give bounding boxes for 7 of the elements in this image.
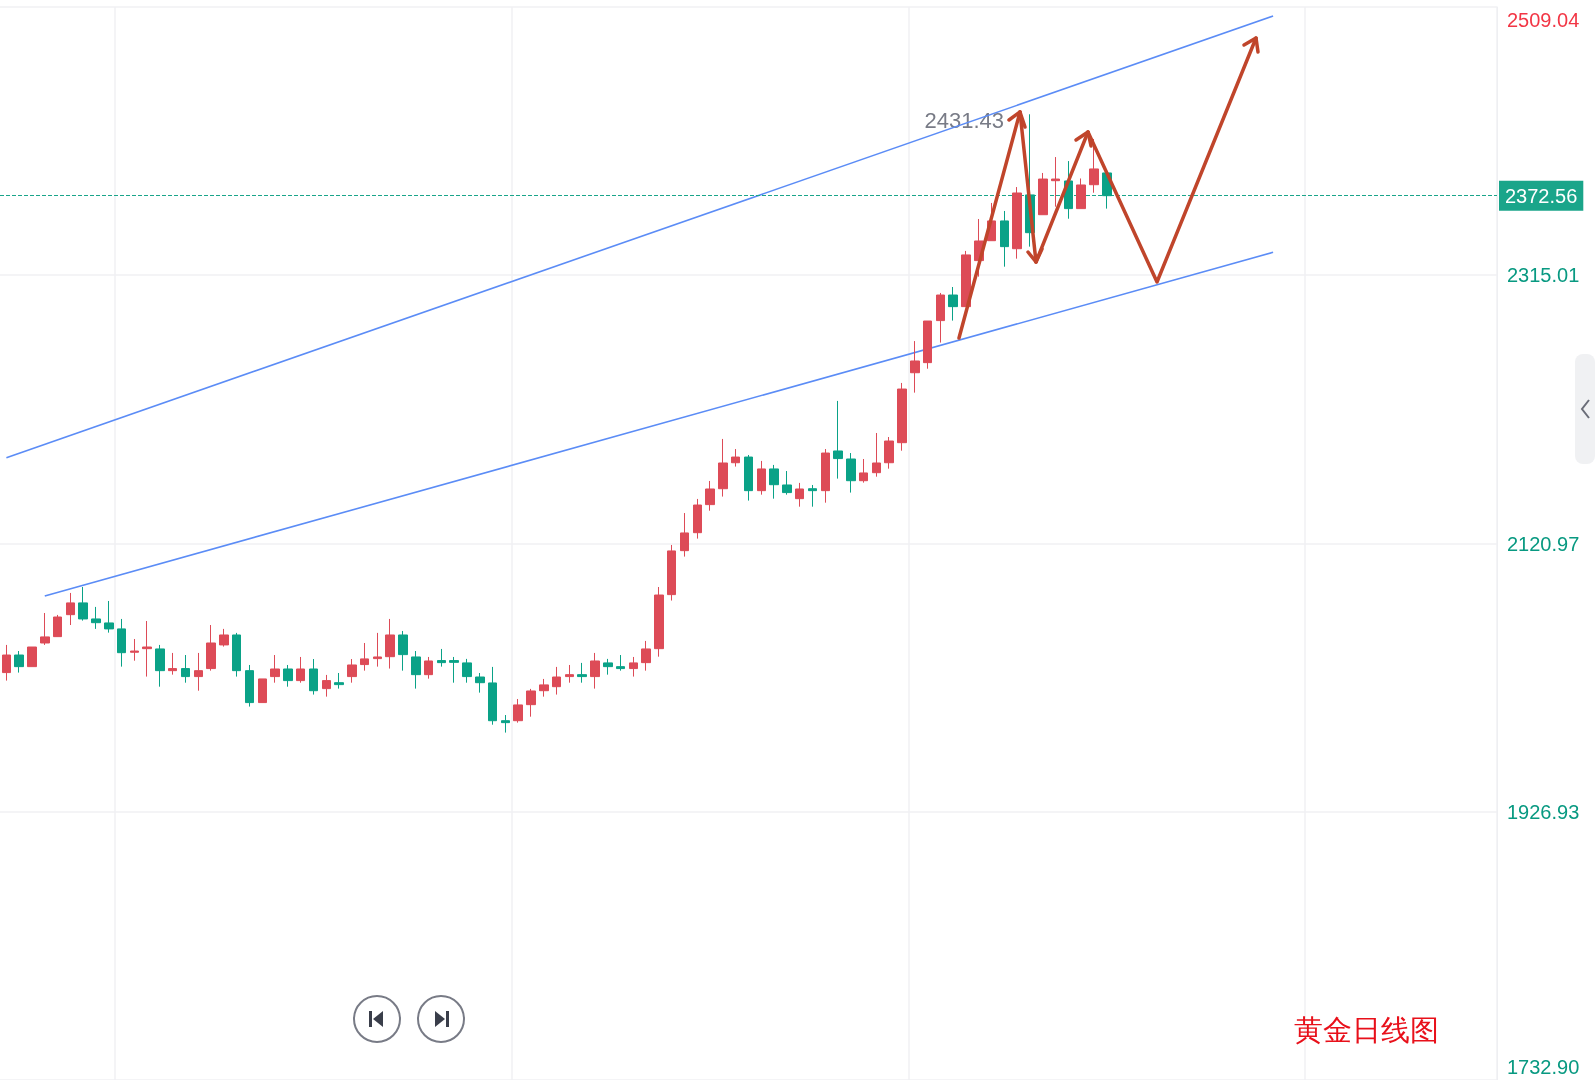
- text: 黄金日线图: [1294, 1012, 1439, 1047]
- y-tick-label: 1926.93: [1507, 800, 1580, 823]
- ref-line-label: 2372.56: [1505, 184, 1578, 207]
- y-tick-label: 2315.01: [1507, 264, 1580, 287]
- y-tick-label: 2509.04: [1507, 9, 1580, 31]
- y-tick-label: 2120.97: [1507, 532, 1580, 555]
- y-tick-label: 1732.90: [1507, 1056, 1580, 1078]
